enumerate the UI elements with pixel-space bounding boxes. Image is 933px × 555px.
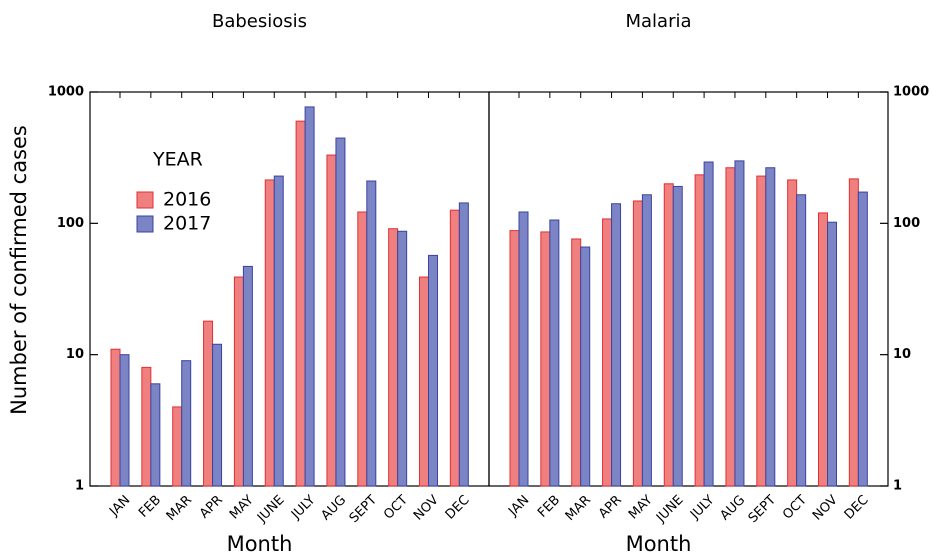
- bar: [611, 203, 622, 487]
- y-tick-label: 1: [75, 479, 84, 494]
- bar: [397, 230, 408, 487]
- y-tick-label: 1: [893, 479, 902, 494]
- bar: [212, 343, 223, 487]
- x-tick-label: MAR: [164, 493, 195, 524]
- bar: [703, 161, 714, 487]
- y-tick-label: 100: [57, 216, 84, 231]
- y-tick-label: 100: [893, 216, 920, 231]
- bar: [141, 366, 152, 487]
- bar: [419, 276, 429, 487]
- bar: [357, 211, 368, 487]
- x-tick-label: SEPT: [746, 493, 779, 526]
- x-tick-label: JULY: [288, 493, 318, 523]
- y-tick-label: 10: [66, 347, 84, 362]
- x-tick-label: AUG: [718, 493, 749, 524]
- bar: [428, 254, 438, 487]
- bar: [273, 175, 284, 487]
- bar: [181, 360, 192, 487]
- x-tick-label: APR: [596, 493, 625, 522]
- legend-label: 2017: [163, 213, 211, 235]
- bar: [326, 154, 337, 487]
- bar: [796, 194, 807, 487]
- x-tick-label: FEB: [535, 493, 563, 521]
- bar: [580, 246, 591, 487]
- bar: [388, 228, 399, 487]
- bar: [663, 183, 674, 487]
- y-tick-label: 10: [893, 347, 911, 362]
- x-tick-label: FEB: [136, 493, 164, 521]
- bar: [518, 211, 529, 487]
- x-tick-label: AUG: [319, 493, 350, 524]
- x-tick-label: DEC: [443, 493, 473, 523]
- bar: [848, 178, 859, 487]
- bar: [540, 231, 551, 487]
- bar: [509, 230, 520, 487]
- bar: [242, 265, 253, 487]
- y-axis-label: Number of confirmed cases: [7, 125, 31, 415]
- x-tick-label: JAN: [106, 493, 133, 520]
- bar: [672, 185, 683, 487]
- bar: [571, 238, 582, 487]
- chart-title: Babesiosis: [212, 11, 307, 32]
- bar: [203, 320, 214, 487]
- chart-title: Malaria: [625, 11, 691, 32]
- bar: [632, 200, 643, 487]
- x-tick-label: OCT: [381, 493, 411, 523]
- x-tick-label: JULY: [687, 493, 717, 523]
- bar: [787, 179, 798, 487]
- x-axis-label: Month: [626, 532, 692, 555]
- bar: [549, 219, 560, 487]
- bar: [765, 167, 776, 487]
- x-tick-label: OCT: [780, 493, 810, 523]
- bar: [172, 406, 183, 487]
- bar: [449, 209, 460, 487]
- bar: [602, 218, 613, 487]
- plot-frame: [488, 91, 889, 487]
- x-tick-label: APR: [197, 493, 226, 522]
- x-tick-label: DEC: [842, 493, 872, 523]
- x-tick-label: MAR: [563, 493, 594, 524]
- x-tick-label: NOV: [411, 493, 442, 524]
- bar: [641, 194, 652, 487]
- bar: [857, 191, 868, 487]
- x-tick-label: MAY: [626, 493, 656, 523]
- bar: [110, 348, 121, 487]
- bar: [233, 276, 244, 487]
- bar: [119, 354, 130, 487]
- bar: [827, 221, 837, 487]
- bar: [264, 179, 275, 487]
- bar: [304, 106, 315, 487]
- x-axis-label: Month: [227, 532, 293, 555]
- bar: [295, 120, 306, 487]
- y-tick-label: 1000: [893, 85, 929, 100]
- bar: [734, 160, 745, 487]
- x-tick-label: SEPT: [347, 493, 380, 526]
- bar: [335, 137, 346, 487]
- x-tick-label: JAN: [505, 493, 532, 520]
- bar: [366, 180, 377, 487]
- y-tick-label: 1000: [48, 85, 84, 100]
- bar: [756, 175, 767, 487]
- bar: [725, 167, 736, 487]
- x-tick-label: JUNE: [653, 493, 686, 526]
- bar: [150, 383, 161, 487]
- legend-label: 2016: [163, 189, 211, 211]
- legend-swatch: [136, 215, 154, 233]
- legend-swatch: [136, 191, 154, 209]
- bar: [694, 174, 705, 487]
- x-tick-label: MAY: [227, 493, 257, 523]
- x-tick-label: NOV: [810, 493, 841, 524]
- bar: [458, 202, 469, 487]
- x-tick-label: JUNE: [254, 493, 287, 526]
- legend-title: YEAR: [152, 149, 203, 171]
- bar: [818, 212, 828, 487]
